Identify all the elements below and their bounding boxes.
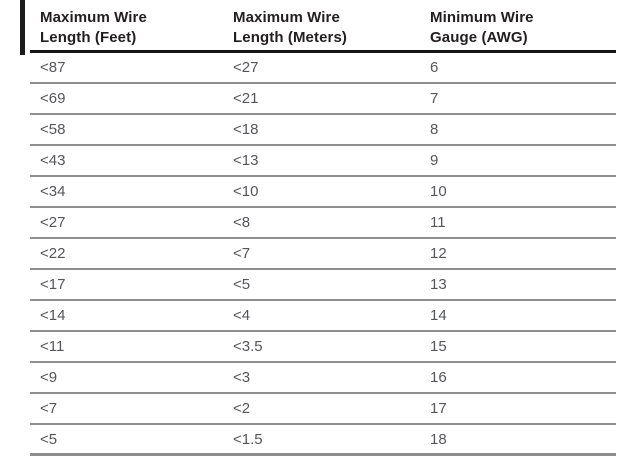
table-cell-meters: <3.5: [233, 338, 263, 355]
table-cell-meters: <10: [233, 183, 259, 200]
table-cell-gauge: 15: [430, 338, 447, 355]
table-cell-feet: <58: [40, 121, 66, 138]
table-row: <14 <4 14: [30, 301, 616, 332]
table-row: <58 <18 8: [30, 115, 616, 146]
table-cell-feet: <43: [40, 152, 66, 169]
table-row: <27 <8 11: [30, 208, 616, 239]
table-cell-meters: <8: [233, 214, 251, 231]
margin-marker-bar: [20, 0, 25, 55]
column-header-gauge: Minimum Wire Gauge (AWG): [420, 8, 616, 50]
table-cell-feet: <11: [40, 338, 65, 355]
table-cell-feet: <7: [40, 400, 58, 417]
table-row: <5 <1.5 18: [30, 425, 616, 456]
table-cell-feet: <34: [40, 183, 66, 200]
column-header-meters: Maximum Wire Length (Meters): [223, 8, 420, 50]
table-cell-feet: <17: [40, 276, 66, 293]
table-cell-meters: <4: [233, 307, 251, 324]
table-cell-feet: <22: [40, 245, 66, 262]
table-cell-feet: <27: [40, 214, 66, 231]
table-cell-gauge: 10: [430, 183, 447, 200]
column-header-gauge-line2: Gauge (AWG): [430, 29, 528, 46]
table-cell-meters: <21: [233, 90, 259, 107]
table-cell-meters: <1.5: [233, 430, 263, 448]
table-cell-meters: <27: [233, 59, 259, 76]
table-cell-feet: <69: [40, 90, 66, 107]
wire-gauge-table: Maximum Wire Length (Feet) Maximum Wire …: [30, 0, 616, 456]
table-cell-gauge: 11: [430, 214, 446, 231]
table-cell-feet: <9: [40, 369, 58, 386]
table-cell-meters: <7: [233, 245, 251, 262]
table-row: <43 <13 9: [30, 146, 616, 177]
column-header-feet: Maximum Wire Length (Feet): [30, 8, 223, 50]
table-cell-meters: <3: [233, 369, 251, 386]
table-row: <87 <27 6: [30, 53, 616, 84]
table-cell-gauge: 13: [430, 276, 447, 293]
table-cell-meters: <13: [233, 152, 259, 169]
table-cell-feet: <87: [40, 59, 66, 76]
table-row: <34 <10 10: [30, 177, 616, 208]
column-header-feet-line1: Maximum Wire: [40, 9, 147, 26]
table-cell-gauge: 18: [430, 430, 447, 448]
table-row: <7 <2 17: [30, 394, 616, 425]
table-cell-gauge: 6: [430, 59, 439, 76]
table-cell-gauge: 17: [430, 400, 447, 417]
table-cell-gauge: 9: [430, 152, 439, 169]
table-cell-gauge: 14: [430, 307, 447, 324]
table-row: <22 <7 12: [30, 239, 616, 270]
table-body: <87 <27 6 <69 <21 7 <58 <18 8 <43 <13 9 …: [30, 53, 616, 456]
table-cell-feet: <14: [40, 307, 66, 324]
table-cell-gauge: 7: [430, 90, 439, 107]
table-cell-gauge: 12: [430, 245, 447, 262]
table-cell-meters: <18: [233, 121, 259, 138]
table-row: <9 <3 16: [30, 363, 616, 394]
column-header-gauge-line1: Minimum Wire: [430, 9, 534, 26]
table-row: <11 <3.5 15: [30, 332, 616, 363]
table-cell-feet: <5: [40, 430, 58, 448]
table-row: <17 <5 13: [30, 270, 616, 301]
column-header-feet-line2: Length (Feet): [40, 29, 137, 46]
table-header-row: Maximum Wire Length (Feet) Maximum Wire …: [30, 0, 616, 53]
column-header-meters-line1: Maximum Wire: [233, 9, 340, 26]
table-cell-meters: <2: [233, 400, 251, 417]
table-row: <69 <21 7: [30, 84, 616, 115]
table-cell-meters: <5: [233, 276, 251, 293]
column-header-meters-line2: Length (Meters): [233, 29, 347, 46]
table-cell-gauge: 16: [430, 369, 447, 386]
table-cell-gauge: 8: [430, 121, 439, 138]
